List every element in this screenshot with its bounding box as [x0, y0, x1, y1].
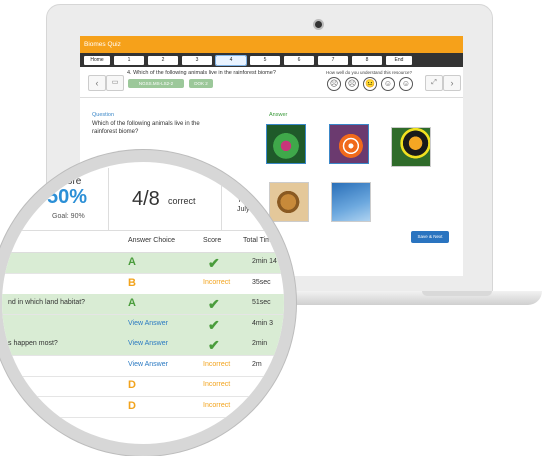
correct-check-icon: ✔: [208, 296, 220, 312]
answer-choice-letter: D: [128, 399, 136, 412]
face-icon-2[interactable]: ☹: [345, 77, 359, 91]
table-row: s happen most? View Answer ✔ 2min: [2, 335, 284, 356]
table-header: Answer Choice Score Total Tim: [2, 230, 284, 253]
time-cell: 2min 14: [252, 258, 277, 265]
nav-q1-button[interactable]: 1: [114, 55, 144, 65]
nav-end-button[interactable]: End: [386, 55, 412, 65]
answer-choice-letter: A: [128, 256, 136, 268]
score-percent: 50%: [47, 186, 88, 208]
understand-prompt: How well do you understand this resource…: [326, 70, 413, 75]
col-answer-choice: Answer Choice: [128, 237, 176, 244]
incorrect-status: Incorrect: [203, 381, 231, 388]
nav-q7-button[interactable]: 7: [318, 55, 348, 65]
standard-tag[interactable]: NGSS.MS-LS2-2: [128, 79, 184, 88]
nav-q3-button[interactable]: 3: [182, 55, 212, 65]
time-cell: 51sec: [252, 299, 271, 306]
save-next-button[interactable]: Save & Next: [411, 231, 449, 243]
time-cell: 2min: [252, 340, 268, 347]
time-cell: 35sec: [252, 278, 271, 286]
correct-label: correct: [168, 196, 196, 206]
answer-choice-letter: A: [128, 297, 136, 309]
question-cell: low: [8, 401, 19, 409]
nav-q6-button[interactable]: 6: [284, 55, 314, 65]
score-summary: our Score 50% Goal: 90% 4/8 correct Yo J…: [2, 162, 284, 231]
understanding-faces: ☹ ☹ 😐 ☺ ☺: [327, 77, 413, 91]
answer-label: Answer: [269, 112, 288, 118]
lion-image[interactable]: [269, 182, 309, 222]
dok-tag[interactable]: DOK 2: [189, 79, 213, 88]
screen-icon[interactable]: ▭: [106, 75, 124, 91]
question-cell: nd in which land habitat?: [8, 299, 86, 306]
incorrect-status: Incorrect: [203, 278, 231, 286]
nav-q5-button[interactable]: 5: [250, 55, 280, 65]
correct-check-icon: ✔: [208, 255, 220, 271]
correct-count: 4/8: [132, 188, 160, 210]
nav-q2-button[interactable]: 2: [148, 55, 178, 65]
col-score: Score: [203, 237, 222, 244]
expand-icon[interactable]: ⤢: [425, 75, 443, 91]
question-nav: Home 1 2 3 4 5 6 7 8 End: [80, 53, 463, 67]
magnifier-lens: our Score 50% Goal: 90% 4/8 correct Yo J…: [0, 150, 296, 456]
dolphin-image[interactable]: [331, 182, 371, 222]
prev-arrow-icon[interactable]: ‹: [88, 75, 106, 91]
answer-choice-letter: B: [128, 276, 136, 289]
your-score-label: our Score: [38, 176, 82, 187]
nav-home-button[interactable]: Home: [84, 55, 110, 65]
table-row: View Answer ✔ 4min 3: [2, 314, 284, 336]
table-row: low D Incorrect: [2, 397, 284, 418]
clownfish-image[interactable]: [329, 124, 369, 164]
toucan-image[interactable]: [391, 127, 431, 167]
nav-q8-button[interactable]: 8: [352, 55, 382, 65]
time-cell: 2m: [252, 360, 262, 368]
summary-extra-2: July: [237, 206, 250, 213]
summary-extra-1: Yo: [237, 197, 245, 204]
webcam-icon: [313, 19, 324, 30]
nav-q4-button[interactable]: 4: [215, 54, 247, 66]
divider: [80, 97, 463, 98]
incorrect-status: Incorrect: [203, 401, 231, 409]
face-icon-1[interactable]: ☹: [327, 77, 341, 91]
face-icon-4[interactable]: ☺: [381, 77, 395, 91]
incorrect-status: Incorrect: [203, 360, 231, 368]
correct-check-icon: ✔: [208, 337, 220, 353]
view-answer-link[interactable]: View Answer: [128, 319, 168, 327]
face-icon-5[interactable]: ☺: [399, 77, 413, 91]
time-cell: 4min 3: [252, 319, 274, 327]
score-goal: Goal: 90%: [52, 213, 85, 220]
divider: [221, 168, 222, 230]
question-line: 4. Which of the following animals live i…: [127, 70, 276, 76]
question-cell: s happen most?: [8, 340, 58, 347]
view-answer-link[interactable]: View Answer: [128, 340, 168, 347]
next-arrow-icon[interactable]: ›: [443, 75, 461, 91]
table-row: A ✔ 2min 14: [2, 253, 284, 274]
score-report: our Score 50% Goal: 90% 4/8 correct Yo J…: [2, 162, 284, 444]
question-text: Which of the following animals live in t…: [92, 121, 200, 135]
table-row: View Answer Incorrect 2m: [2, 356, 284, 377]
quiz-title: Biomes Quiz: [80, 36, 463, 53]
chameleon-image[interactable]: [266, 124, 306, 164]
view-answer-link[interactable]: View Answer: [128, 360, 168, 368]
face-icon-3[interactable]: 😐: [363, 77, 377, 91]
table-row: D Incorrect: [2, 376, 284, 397]
table-row: nd in which land habitat? A ✔ 51sec: [2, 294, 284, 315]
answer-choice-letter: D: [128, 379, 136, 391]
table-row: B Incorrect 35sec: [2, 274, 284, 295]
question-header: ‹ ▭ 4. Which of the following animals li…: [80, 67, 463, 97]
question-label: Question: [92, 112, 115, 118]
laptop-base-notch: [422, 291, 492, 296]
correct-check-icon: ✔: [208, 316, 220, 333]
divider: [108, 168, 109, 230]
col-total-time: Total Tim: [243, 237, 272, 244]
